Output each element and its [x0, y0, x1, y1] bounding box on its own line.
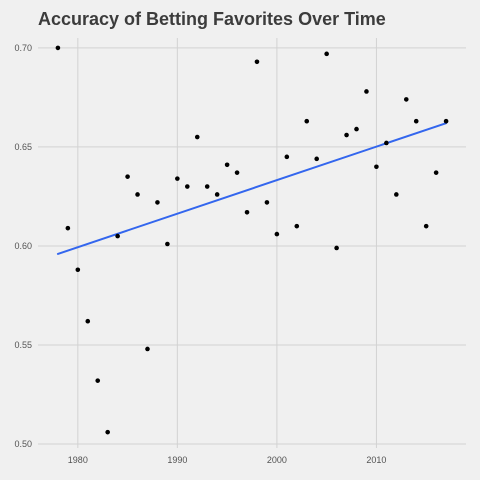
data-point [75, 267, 81, 273]
data-point [324, 51, 329, 57]
chart-title: Accuracy of Betting Favorites Over Time [38, 9, 386, 29]
trend-line [56, 122, 448, 255]
data-point [115, 233, 120, 239]
y-tick-label: 0.50 [14, 439, 32, 449]
data-point [185, 184, 190, 189]
data-point [274, 231, 280, 237]
data-point [125, 174, 130, 179]
x-tick-label: 1980 [68, 455, 88, 465]
y-tick-label: 0.70 [14, 43, 32, 53]
data-point [264, 200, 270, 205]
y-tick-label: 0.65 [14, 142, 32, 152]
data-point [85, 318, 91, 324]
data-point [294, 223, 300, 229]
data-point [413, 118, 419, 124]
data-point [443, 118, 449, 124]
data-point [423, 223, 429, 229]
data-point [224, 162, 230, 168]
data-point [55, 45, 61, 51]
data-point [403, 97, 409, 102]
data-point [214, 192, 220, 197]
data-point [244, 209, 250, 215]
data-point [394, 192, 399, 197]
data-point [334, 245, 339, 251]
data-points [55, 45, 449, 435]
data-point [354, 126, 359, 132]
data-point [135, 192, 140, 197]
tick-labels: 0.50 0.55 0.60 0.65 0.70 1980 1990 2000 2010 [14, 43, 386, 465]
data-point [314, 156, 319, 162]
y-tick-label: 0.60 [14, 241, 32, 251]
trend-line-layer [56, 122, 448, 255]
x-tick-label: 1990 [167, 455, 187, 465]
data-point [194, 134, 200, 140]
data-point [105, 429, 110, 435]
data-point [284, 154, 290, 160]
data-point [155, 200, 160, 205]
data-point [364, 89, 369, 94]
data-point [95, 378, 101, 383]
data-point [204, 184, 210, 189]
data-point [344, 132, 349, 138]
data-point [65, 225, 71, 231]
data-point [374, 164, 379, 170]
grid-lines [38, 38, 466, 448]
x-tick-label: 2000 [267, 455, 287, 465]
data-point [254, 59, 260, 65]
data-point [145, 346, 150, 352]
data-point [433, 170, 439, 175]
y-tick-label: 0.55 [14, 340, 32, 350]
x-tick-label: 2010 [366, 455, 386, 465]
data-point [304, 118, 310, 124]
data-point [165, 241, 170, 247]
data-point [234, 170, 240, 175]
data-point [384, 140, 389, 146]
data-point [175, 176, 180, 181]
